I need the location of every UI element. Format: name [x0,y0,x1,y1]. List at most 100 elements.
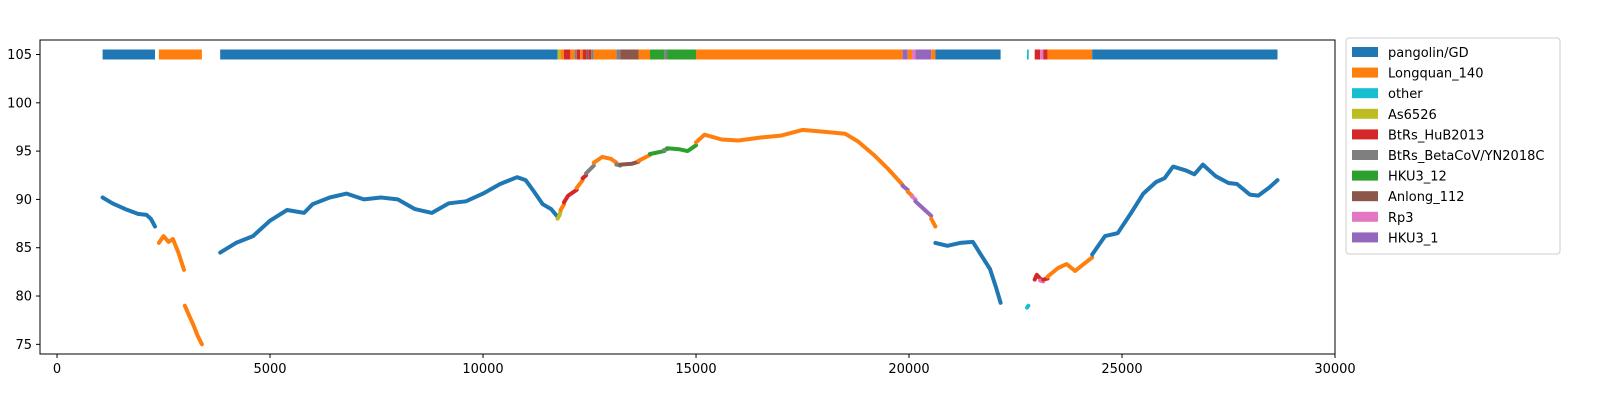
series-segment-29 [1090,162,1280,257]
legend-label-1: Longquan_140 [1388,67,1483,82]
band-segment-12 [588,49,592,60]
band-segment-3 [557,49,561,60]
x-tick-label-2: 10000 [462,362,503,377]
series-segment-24 [1025,303,1031,310]
series-segment-23 [933,239,1003,305]
legend-swatch-9 [1352,232,1378,243]
series-segment-25 [1032,272,1043,282]
band-segment-22 [902,49,908,60]
band-segment-10 [582,49,587,60]
series-segment-1 [156,234,186,272]
series-segment-3 [218,175,560,255]
band-segment-8 [576,49,581,60]
series-segment-14 [648,149,667,156]
legend-swatch-7 [1352,191,1378,202]
series-segment-7 [574,178,585,190]
legend-swatch-3 [1352,108,1378,119]
legend-label-0: pangolin/GD [1388,46,1469,61]
band-segment-28 [1027,49,1029,60]
band-segment-25 [915,49,932,60]
band-segment-13 [591,49,594,60]
series-segment-5 [558,202,566,212]
best-match-band [102,49,1278,60]
band-segment-0 [102,49,156,60]
similarity-series [100,127,1280,347]
x-tick-label-6: 30000 [1314,362,1355,377]
band-segment-5 [563,49,571,60]
legend-swatch-8 [1352,211,1378,222]
band-segment-26 [931,49,936,60]
series-segment-21 [913,199,934,218]
band-segment-4 [560,49,564,60]
band-segment-29 [1034,49,1041,60]
band-segment-14 [593,49,617,60]
x-tick-label-1: 5000 [253,362,286,377]
series-segment-22 [929,216,938,229]
series-segment-0 [100,195,157,229]
legend-label-9: HKU3_1 [1388,231,1439,246]
y-tick-label-6: 105 [7,48,32,63]
band-segment-31 [1043,49,1048,60]
y-tick-label-5: 100 [7,96,32,111]
axes-frame [39,39,1336,355]
series-segment-8 [580,173,589,181]
legend-label-4: BtRs_HuB2013 [1388,128,1484,143]
band-segment-15 [616,49,621,60]
legend-label-3: As6526 [1388,108,1437,123]
band-segment-16 [620,49,639,60]
legend-swatch-1 [1352,67,1378,78]
x-tick-label-4: 20000 [888,362,929,377]
band-segment-21 [696,49,903,60]
band-segment-32 [1047,49,1093,60]
band-segment-1 [158,49,202,60]
legend-label-8: Rp3 [1388,211,1414,226]
y-tick-label-0: 75 [15,338,32,353]
band-segment-24 [911,49,916,60]
plot-area [100,49,1280,347]
legend-swatch-5 [1352,150,1378,160]
y-tick-label-4: 95 [15,145,32,160]
series-segment-16 [665,143,698,154]
x-tick-label-5: 25000 [1101,362,1142,377]
series-segment-27 [1041,276,1050,282]
band-segment-9 [580,49,583,60]
band-segment-30 [1040,49,1044,60]
band-segment-23 [907,49,912,60]
series-segment-4 [555,209,563,221]
band-segment-27 [935,49,1001,60]
legend-frame [1345,37,1561,255]
band-segment-17 [638,49,651,60]
legend-swatch-2 [1352,88,1378,99]
series-segment-12 [618,159,641,167]
series-segment-2 [182,303,204,347]
legend-swatch-6 [1352,170,1378,181]
y-tick-label-3: 90 [15,193,32,208]
band-segment-11 [586,49,589,60]
legend-label-6: HKU3_12 [1388,170,1447,185]
legend-label-5: BtRs_BetaCoV/YN2018C [1388,149,1544,164]
band-segment-20 [667,49,697,60]
series-segment-20 [910,194,918,202]
x-tick-label-3: 15000 [675,362,716,377]
legend-label-7: Anlong_112 [1388,190,1465,205]
y-tick-label-1: 80 [15,290,32,305]
band-segment-2 [220,49,558,60]
y-axis: 75 80 85 90 95 100 105 [7,48,40,353]
series-segment-17 [694,127,905,187]
band-segment-33 [1092,49,1278,60]
series-segment-10 [591,154,619,165]
y-tick-label-2: 85 [15,241,32,256]
band-segment-19 [664,49,668,60]
band-segment-6 [570,49,575,60]
legend-swatch-4 [1352,129,1378,140]
series-segment-28 [1045,255,1095,279]
legend-swatch-0 [1352,47,1378,57]
band-segment-7 [574,49,577,60]
x-axis: 0 5000 10000 15000 20000 25000 30000 [53,354,1356,377]
legend-label-2: other [1388,87,1423,102]
band-segment-18 [650,49,665,60]
x-tick-label-0: 0 [53,362,61,377]
series-segment-9 [584,163,596,176]
